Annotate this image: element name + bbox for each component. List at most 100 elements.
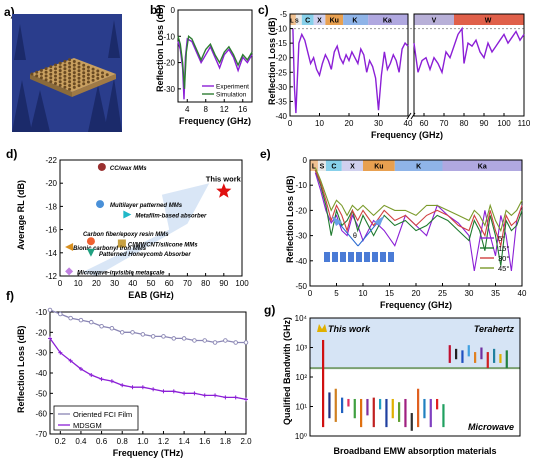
x-tick-label: 80	[460, 119, 469, 128]
band-strip	[295, 14, 302, 25]
x-axis-label: EAB (GHz)	[128, 290, 174, 300]
sample-pyramid	[39, 76, 43, 80]
trend-arrow	[81, 183, 210, 276]
y-tick-label: -20	[295, 206, 307, 215]
x-tick-label: 2.0	[240, 437, 252, 446]
sample-pyramid	[35, 74, 39, 78]
sample-pyramid	[63, 78, 67, 82]
sample-pyramid	[63, 67, 67, 71]
axis-break-mark	[410, 112, 416, 120]
sample-pyramid	[91, 75, 95, 78]
x-tick-label: 0.4	[75, 437, 87, 446]
inset-absorber-block	[356, 252, 362, 262]
band-strip	[325, 160, 342, 171]
sample-pyramid	[58, 72, 62, 76]
chart-c: L S C X Ku K Ka V W 0 10 20 30 40 60 70 80 90 100 110 -5 -10…	[267, 10, 531, 140]
bandwidth-bar	[480, 347, 483, 360]
x-tick-label: 25	[438, 289, 447, 298]
sample-pyramid	[63, 63, 67, 67]
bandwidth-bar	[322, 339, 325, 428]
x-tick-label: 60	[420, 119, 429, 128]
bandwidth-bar	[360, 398, 363, 428]
band-label: Ku	[330, 18, 339, 25]
sample-pyramid	[49, 72, 53, 76]
band-label: X	[350, 164, 355, 171]
panel-label-a: a)	[4, 5, 15, 19]
bandwidth-bar	[499, 354, 502, 363]
sample-pyramid	[82, 71, 86, 75]
band-label: K	[352, 18, 357, 25]
x-tick-label: 20	[92, 279, 101, 288]
sample-pyramid	[77, 69, 81, 73]
series-marker	[58, 311, 63, 317]
sample-pyramid	[77, 76, 81, 80]
sample-pyramid	[58, 80, 62, 84]
band-strip	[442, 160, 522, 171]
panel-a: a)	[4, 5, 122, 132]
sample-pyramid	[68, 72, 72, 76]
x-tick-label: 60	[165, 279, 174, 288]
sample-pyramid	[54, 70, 57, 74]
sample-pyramid	[49, 76, 53, 80]
x-tick-label: 1.8	[220, 437, 232, 446]
annotation-terahertz: Terahertz	[474, 324, 515, 334]
y-tick-label: -10	[295, 181, 307, 190]
x-tick-label: 1.6	[199, 437, 211, 446]
x-tick-label: 30	[110, 279, 119, 288]
panel-label-c: c)	[258, 3, 269, 17]
y-tick-label: -25	[275, 68, 287, 77]
bandwidth-bar	[429, 398, 432, 428]
bandwidth-bar	[417, 388, 420, 428]
data-point-label: Bionic carbonyl iron MMs	[73, 246, 147, 252]
bandwidth-bar	[347, 398, 350, 407]
bandwidth-bar	[467, 345, 470, 357]
bandwidth-bar	[505, 350, 508, 369]
data-point	[86, 248, 95, 257]
y-tick-label: -22	[45, 156, 57, 165]
sample-pyramid	[77, 73, 81, 76]
sample-pyramid	[82, 63, 86, 67]
sample-pyramid	[30, 72, 34, 76]
sample-pyramid	[54, 67, 57, 71]
x-tick-label: 90	[219, 279, 228, 288]
bandwidth-bar	[442, 404, 445, 428]
data-point	[123, 210, 132, 219]
plot-frame	[413, 13, 525, 117]
series-line	[49, 309, 246, 344]
y-tick-label: -20	[45, 179, 57, 188]
sample-pyramid	[77, 65, 81, 69]
data-point	[97, 162, 106, 171]
y-axis-label: Reflection Loss (dB)	[16, 325, 26, 413]
sample-pyramid	[86, 69, 90, 73]
series-marker	[68, 315, 73, 321]
band-label: W	[485, 18, 492, 25]
legend-label: 45°	[498, 264, 509, 273]
inset-horn-antenna	[332, 216, 342, 226]
y-tick-label: -5	[280, 10, 288, 19]
x-tick-label: 16	[238, 105, 247, 114]
series-marker	[181, 336, 187, 341]
series-marker	[202, 338, 207, 343]
inset-absorber-block	[332, 252, 338, 262]
x-tick-label: 1.0	[137, 437, 149, 446]
bandwidth-bar	[328, 392, 331, 419]
bandwidth-bar	[391, 398, 394, 419]
sample-pyramid	[82, 78, 86, 82]
sample-pyramid	[86, 76, 90, 80]
x-tick-label: 70	[440, 119, 449, 128]
x-tick-label: 0	[58, 279, 63, 288]
x-tick-label: 110	[518, 119, 531, 128]
x-axis-label: Frequency (GHz)	[179, 116, 251, 126]
y-tick-label: -60	[35, 410, 47, 419]
sample-pyramid	[58, 65, 62, 69]
legend-box	[53, 405, 139, 431]
y-tick-label: -40	[295, 257, 307, 266]
chart-g: 10⁰ 10¹ 10² 10³ 10⁴ This work Terahertz Microwa…	[282, 314, 521, 456]
series-line	[314, 169, 523, 266]
sample-pyramid	[54, 82, 57, 85]
x-axis-label: Frequency (GHz)	[380, 300, 452, 310]
x-tick-label: 1.2	[158, 437, 170, 446]
bandwidth-bar	[366, 398, 369, 416]
band-label: C	[305, 18, 310, 25]
